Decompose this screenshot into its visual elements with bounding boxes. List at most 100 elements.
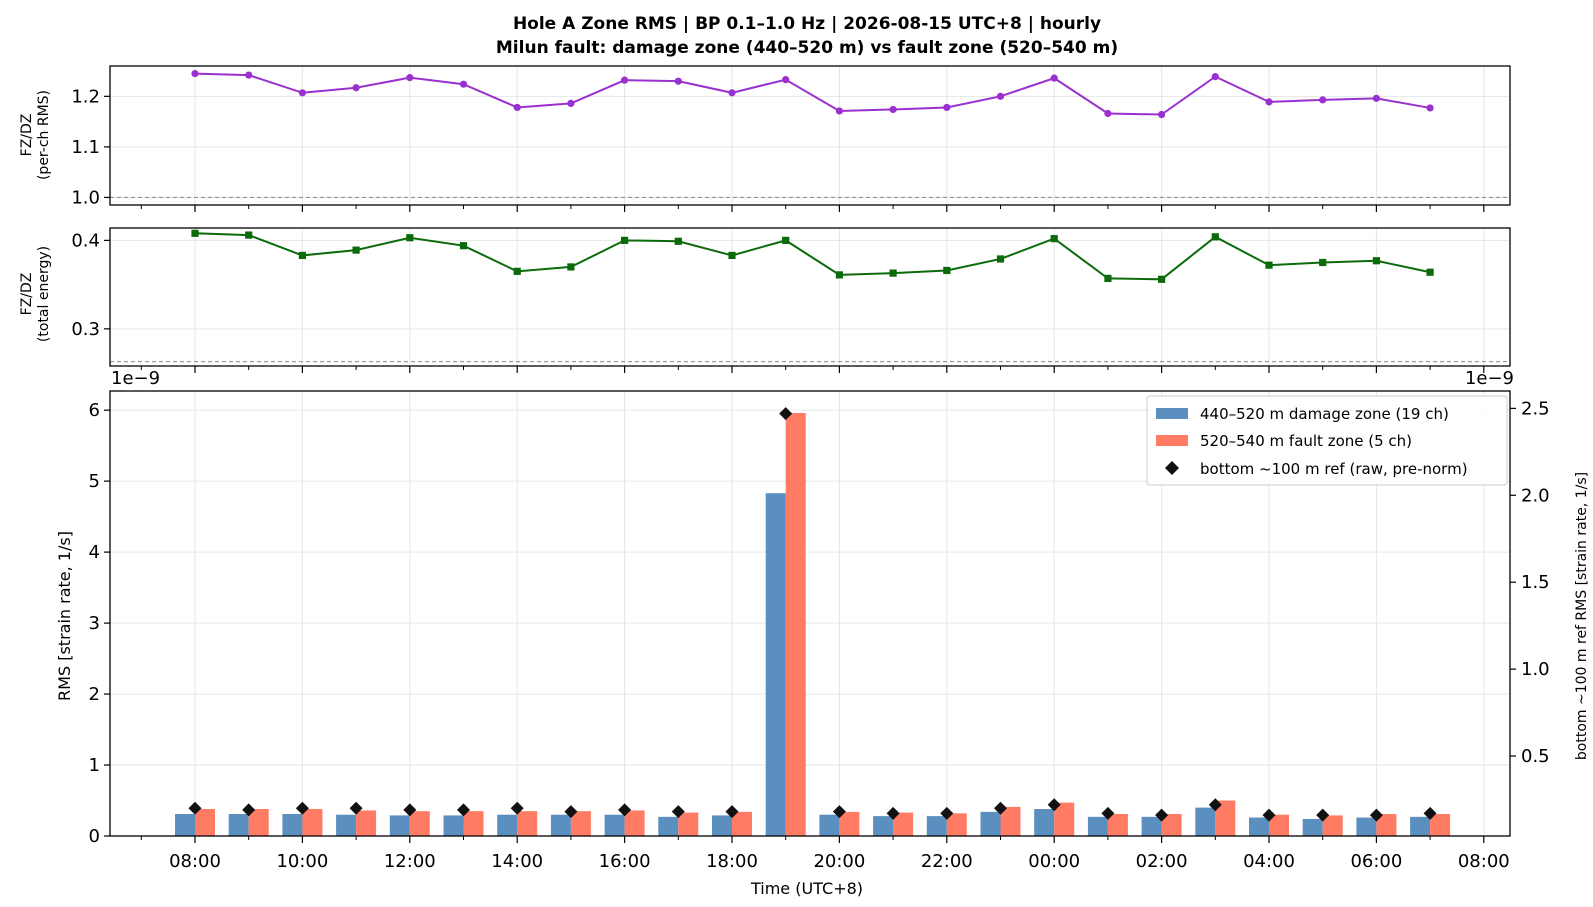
middle-offset-right: 1e−9 bbox=[1465, 368, 1514, 389]
x-tick-label: 20:00 bbox=[813, 851, 865, 872]
legend-label-damage: 440–520 m damage zone (19 ch) bbox=[1200, 405, 1449, 423]
ratio-rms-panel: 1.0 1.1 1.2 bbox=[71, 65, 1511, 212]
middle-ylabel: FZ/DZ (total energy) bbox=[19, 246, 52, 342]
bar-damage-zone bbox=[658, 816, 679, 836]
y-tick-label: 0 bbox=[89, 826, 100, 847]
ref-marker bbox=[779, 407, 793, 421]
bar-fault-zone bbox=[839, 811, 860, 836]
ref-marker bbox=[295, 801, 309, 815]
ratio-energy-point bbox=[1050, 235, 1058, 243]
middle-ylabel-line2: (total energy) bbox=[36, 246, 52, 342]
ratio-rms-line bbox=[194, 72, 1431, 116]
x-tick-label: 00:00 bbox=[1028, 851, 1080, 872]
bar-damage-zone bbox=[819, 814, 840, 836]
bar-fault-zone bbox=[409, 811, 430, 836]
ref-marker bbox=[510, 801, 524, 815]
y-tick-label: 2 bbox=[89, 684, 100, 705]
ref-marker bbox=[457, 803, 470, 817]
ratio-energy-point bbox=[835, 271, 843, 279]
ref-marker bbox=[618, 803, 632, 817]
legend-frame bbox=[1146, 395, 1508, 486]
ratio-energy-point bbox=[567, 263, 575, 271]
ratio-rms-point bbox=[943, 103, 951, 112]
bar-damage-zone bbox=[175, 813, 195, 836]
ratio-energy-point bbox=[1426, 268, 1434, 276]
bar-fault-zone bbox=[1376, 813, 1397, 836]
y-right-tick-label: 0.5 bbox=[1521, 746, 1550, 767]
ratio-rms-point bbox=[1319, 96, 1327, 104]
x-tick-label: 02:00 bbox=[1136, 851, 1188, 872]
ref-marker bbox=[940, 806, 954, 820]
legend-label-fault: 520–540 m fault zone (5 ch) bbox=[1200, 432, 1412, 450]
middle-plot-frame bbox=[109, 227, 1511, 367]
ratio-rms-point bbox=[352, 84, 360, 92]
ratio-rms-point bbox=[621, 76, 629, 84]
y-right-tick-label: 1.0 bbox=[1521, 659, 1550, 680]
top-ylabel: FZ/DZ (per-ch RMS) bbox=[19, 90, 52, 180]
bar-fault-zone bbox=[678, 812, 699, 836]
y-tick-label: 3 bbox=[89, 613, 100, 634]
bar-fault-zone bbox=[1215, 800, 1236, 836]
bar-damage-zone bbox=[1087, 816, 1108, 836]
bar-damage-zone bbox=[1410, 816, 1431, 836]
ref-marker bbox=[1423, 806, 1437, 820]
ratio-energy-point bbox=[352, 246, 360, 254]
legend: 440–520 m damage zone (19 ch) 520–540 m … bbox=[1146, 395, 1508, 486]
x-tick-label: 12:00 bbox=[384, 851, 436, 872]
ref-marker bbox=[349, 801, 363, 815]
bottom-ylabel: RMS [strain rate, 1/s] bbox=[55, 531, 74, 701]
ref-marker bbox=[671, 805, 685, 819]
ratio-energy-point bbox=[1265, 261, 1273, 269]
ratio-rms-point bbox=[996, 92, 1005, 100]
ratio-rms-point bbox=[406, 74, 414, 82]
ratio-energy-line bbox=[194, 232, 1431, 281]
bar-fault-zone bbox=[195, 809, 215, 836]
bar-damage-zone bbox=[282, 813, 303, 836]
bar-damage-zone bbox=[1141, 816, 1162, 836]
ratio-rms-point bbox=[782, 76, 790, 84]
ratio-rms-point bbox=[567, 99, 575, 108]
ratio-rms-point bbox=[1426, 104, 1434, 112]
ref-marker bbox=[1155, 808, 1169, 822]
bar-damage-zone bbox=[1034, 809, 1055, 836]
bar-fault-zone bbox=[624, 810, 645, 836]
ratio-energy-point bbox=[674, 237, 682, 245]
ratio-energy-panel: 0.3 0.4 bbox=[71, 227, 1511, 373]
ratio-energy-point bbox=[782, 236, 790, 244]
y-right-tick-label: 1.5 bbox=[1521, 572, 1550, 593]
bottom-ylabel-right: bottom ~100 m ref RMS [strain rate, 1/s] bbox=[1574, 472, 1590, 760]
bar-fault-zone bbox=[1269, 814, 1289, 836]
top-plot-frame bbox=[109, 65, 1511, 206]
ref-marker bbox=[1208, 798, 1222, 812]
ratio-rms-point bbox=[889, 105, 897, 114]
y-tick-label: 5 bbox=[89, 471, 100, 492]
ratio-rms-point bbox=[191, 69, 199, 78]
bar-fault-zone bbox=[893, 812, 914, 836]
ratio-energy-point bbox=[889, 269, 897, 277]
middle-offset-left: 1e−9 bbox=[111, 368, 160, 389]
y-right-tick-label: 2.5 bbox=[1521, 398, 1550, 419]
ref-marker bbox=[242, 803, 256, 817]
rms-bar-panel: 0 1 2 3 4 5 6 0.5 1.0 1.5 2.0 2.5 08:00 10:00 12:00 14:… bbox=[89, 390, 1550, 872]
bar-damage-zone bbox=[873, 816, 894, 836]
bottom-plot-frame bbox=[109, 390, 1511, 837]
x-tick-label: 08:00 bbox=[169, 851, 221, 872]
legend-swatch-damage bbox=[1156, 408, 1188, 419]
top-ylabel-line1: FZ/DZ bbox=[19, 114, 35, 157]
ref-marker bbox=[403, 803, 417, 817]
ratio-rms-point bbox=[835, 107, 844, 115]
bar-fault-zone bbox=[1000, 806, 1021, 836]
ref-marker bbox=[886, 806, 900, 820]
bar-damage-zone bbox=[1356, 817, 1377, 836]
middle-ylabel-line1: FZ/DZ bbox=[19, 273, 35, 316]
bar-damage-zone bbox=[926, 816, 947, 836]
ratio-rms-point bbox=[1158, 110, 1166, 119]
bar-damage-zone bbox=[1195, 807, 1216, 836]
bar-fault-zone bbox=[1322, 815, 1343, 836]
ref-marker bbox=[725, 805, 739, 819]
ref-marker bbox=[188, 801, 202, 815]
legend-marker-ref bbox=[1165, 461, 1179, 475]
bar-fault-zone bbox=[946, 813, 967, 836]
bar-fault-zone bbox=[302, 809, 323, 836]
